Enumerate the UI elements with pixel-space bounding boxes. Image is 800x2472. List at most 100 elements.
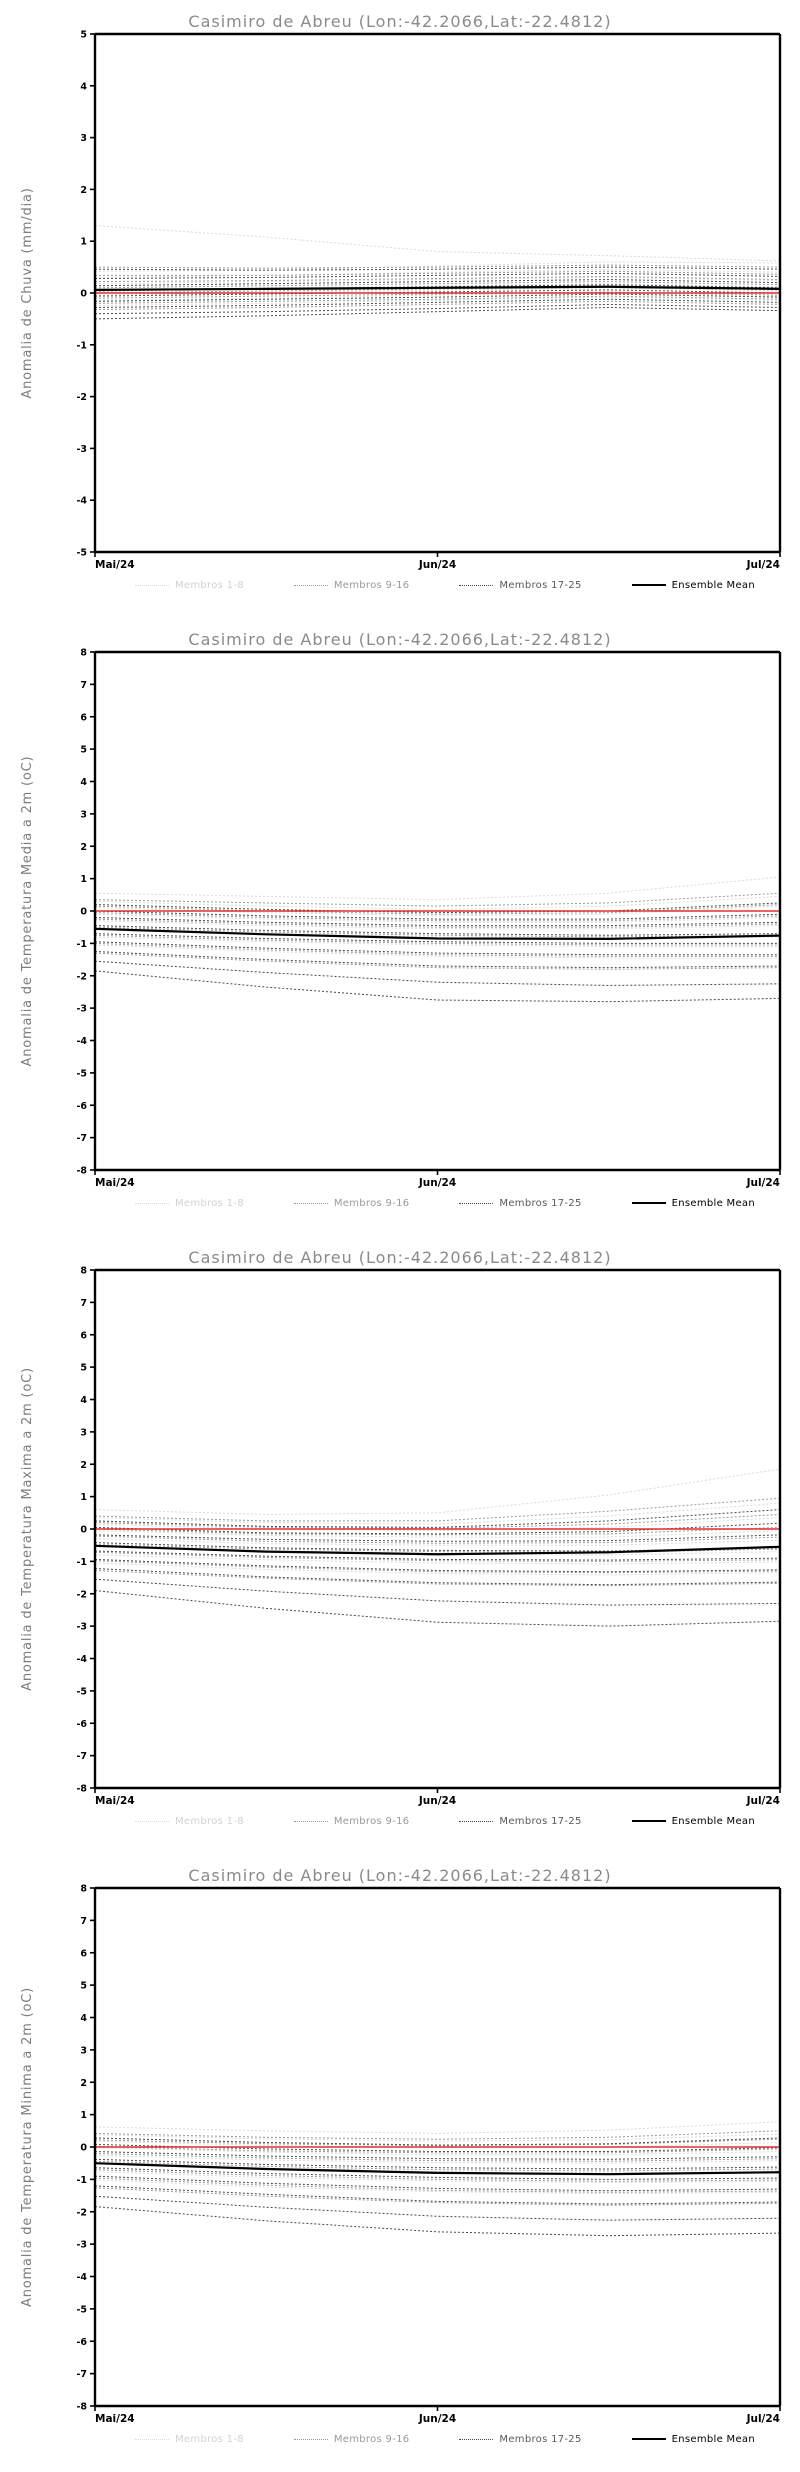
- x-tick-label: Jun/24: [418, 559, 456, 571]
- member-series-line: [94, 950, 781, 969]
- legend-item: Ensemble Mean: [631, 1815, 755, 1827]
- y-tick-label: 6: [80, 712, 87, 723]
- y-tick-label: 0: [80, 2143, 87, 2154]
- panel-title: Casimiro de Abreu (Lon:-42.2066,Lat:-22.…: [188, 1866, 612, 1885]
- panel-title: Casimiro de Abreu (Lon:-42.2066,Lat:-22.…: [188, 630, 612, 649]
- legend-item: Membros 1-8: [134, 1815, 244, 1827]
- x-tick-label: Mai/24: [95, 2413, 135, 2425]
- member-series-line: [94, 296, 781, 306]
- member-series-line: [94, 916, 781, 927]
- legend-swatch-icon: [134, 2438, 169, 2440]
- legend-item: Ensemble Mean: [631, 1197, 755, 1209]
- member-series-line: [94, 913, 781, 923]
- y-tick-label: -7: [76, 2369, 87, 2380]
- y-tick-label: 2: [80, 1460, 87, 1471]
- legend-label: Membros 1-8: [174, 1815, 244, 1827]
- x-tick-label: Jul/24: [746, 2413, 780, 2425]
- legend-label: Membros 17-25: [499, 1197, 582, 1209]
- y-tick-label: 7: [80, 680, 87, 691]
- legend-swatch-icon: [631, 584, 666, 586]
- legend-label: Membros 1-8: [174, 579, 244, 591]
- y-tick-label: -4: [76, 1036, 87, 1047]
- legend-swatch-icon: [293, 2438, 328, 2440]
- chart-panel: Casimiro de Abreu (Lon:-42.2066,Lat:-22.…: [0, 618, 800, 1236]
- member-series-line: [94, 295, 781, 304]
- x-tick-label: Jun/24: [418, 1177, 456, 1189]
- y-tick-label: -2: [76, 2207, 87, 2218]
- member-series-line: [94, 920, 781, 930]
- y-tick-label: -8: [76, 1784, 87, 1795]
- y-tick-label: -7: [76, 1751, 87, 1762]
- y-tick-label: 8: [80, 648, 87, 659]
- x-tick-label: Mai/24: [95, 1177, 135, 1189]
- y-tick-label: 8: [80, 1266, 87, 1277]
- y-tick-label: -3: [76, 2240, 87, 2251]
- y-tick-label: -1: [76, 1557, 87, 1568]
- legend-label: Membros 1-8: [174, 2433, 244, 2445]
- y-tick-label: -3: [76, 444, 87, 455]
- legend-item: Membros 9-16: [293, 1197, 410, 1209]
- member-series-line: [94, 2130, 781, 2140]
- legend-label: Ensemble Mean: [671, 1815, 755, 1827]
- y-tick-label: -5: [76, 2304, 87, 2315]
- member-series-line: [94, 276, 781, 285]
- member-series-line: [95, 270, 781, 276]
- y-tick-label: 5: [80, 30, 87, 41]
- member-series-line: [94, 925, 781, 936]
- y-tick-label: 0: [80, 1525, 87, 1536]
- member-series-line: [94, 2177, 781, 2193]
- member-series-line: [94, 1534, 781, 1542]
- y-tick-label: 7: [80, 1916, 87, 1927]
- member-series-line: [94, 272, 781, 279]
- member-series-line: [94, 1558, 781, 1573]
- legend-label: Membros 9-16: [333, 1197, 410, 1209]
- legend-item: Membros 17-25: [459, 2434, 581, 2445]
- y-tick-label: -4: [76, 1654, 87, 1665]
- y-tick-label: -6: [76, 2337, 87, 2348]
- y-tick-label: 1: [80, 237, 87, 248]
- legend: Membros 1-8 Membros 9-16 Membros 17-25 Ense…: [110, 2430, 780, 2448]
- member-series-line: [94, 1560, 781, 1574]
- member-series-line: [94, 942, 780, 957]
- member-series-line: [94, 944, 780, 959]
- y-tick-label: -3: [76, 1004, 87, 1015]
- x-tick-label: Jul/24: [746, 559, 780, 571]
- y-tick-label: 4: [80, 81, 87, 92]
- y-tick-label: -4: [76, 496, 87, 507]
- member-series-line: [94, 2137, 781, 2146]
- y-tick-label: 0: [80, 907, 87, 918]
- y-tick-label: -3: [76, 1622, 87, 1633]
- member-series-line: [94, 1578, 781, 1606]
- y-tick-label: 2: [80, 185, 87, 196]
- y-tick-label: -8: [76, 1166, 87, 1177]
- member-series-line: [94, 912, 781, 922]
- member-series-line: [94, 293, 781, 302]
- y-tick-label: -1: [76, 340, 87, 351]
- y-tick-label: 5: [80, 1363, 87, 1374]
- ensemble-mean-line: [94, 927, 781, 940]
- y-tick-label: -7: [76, 1133, 87, 1144]
- legend-label: Membros 1-8: [174, 1197, 244, 1209]
- legend-label: Ensemble Mean: [671, 1197, 755, 1209]
- member-series-line: [94, 2152, 781, 2162]
- legend: Membros 1-8 Membros 9-16 Membros 17-25 Ense…: [110, 1194, 780, 1212]
- y-tick-label: 4: [80, 2013, 87, 2024]
- member-series-line: [94, 2206, 781, 2237]
- y-tick-label: 0: [80, 289, 87, 300]
- member-series-line: [94, 298, 781, 308]
- y-tick-label: -5: [76, 1686, 87, 1697]
- y-tick-label: 3: [80, 1427, 87, 1438]
- legend-item: Membros 17-25: [459, 1198, 581, 1209]
- member-series-line: [94, 2151, 781, 2160]
- member-series-line: [94, 261, 781, 272]
- member-series-line: [94, 1554, 781, 1565]
- member-series-line: [94, 1568, 781, 1586]
- legend-swatch-icon: [631, 1820, 666, 1822]
- y-tick-label: 5: [80, 745, 87, 756]
- legend-label: Membros 9-16: [333, 579, 410, 591]
- member-series-line: [94, 2169, 781, 2182]
- member-series-line: [94, 2154, 781, 2164]
- y-tick-label: 7: [80, 1298, 87, 1309]
- member-series-line: [94, 1530, 781, 1538]
